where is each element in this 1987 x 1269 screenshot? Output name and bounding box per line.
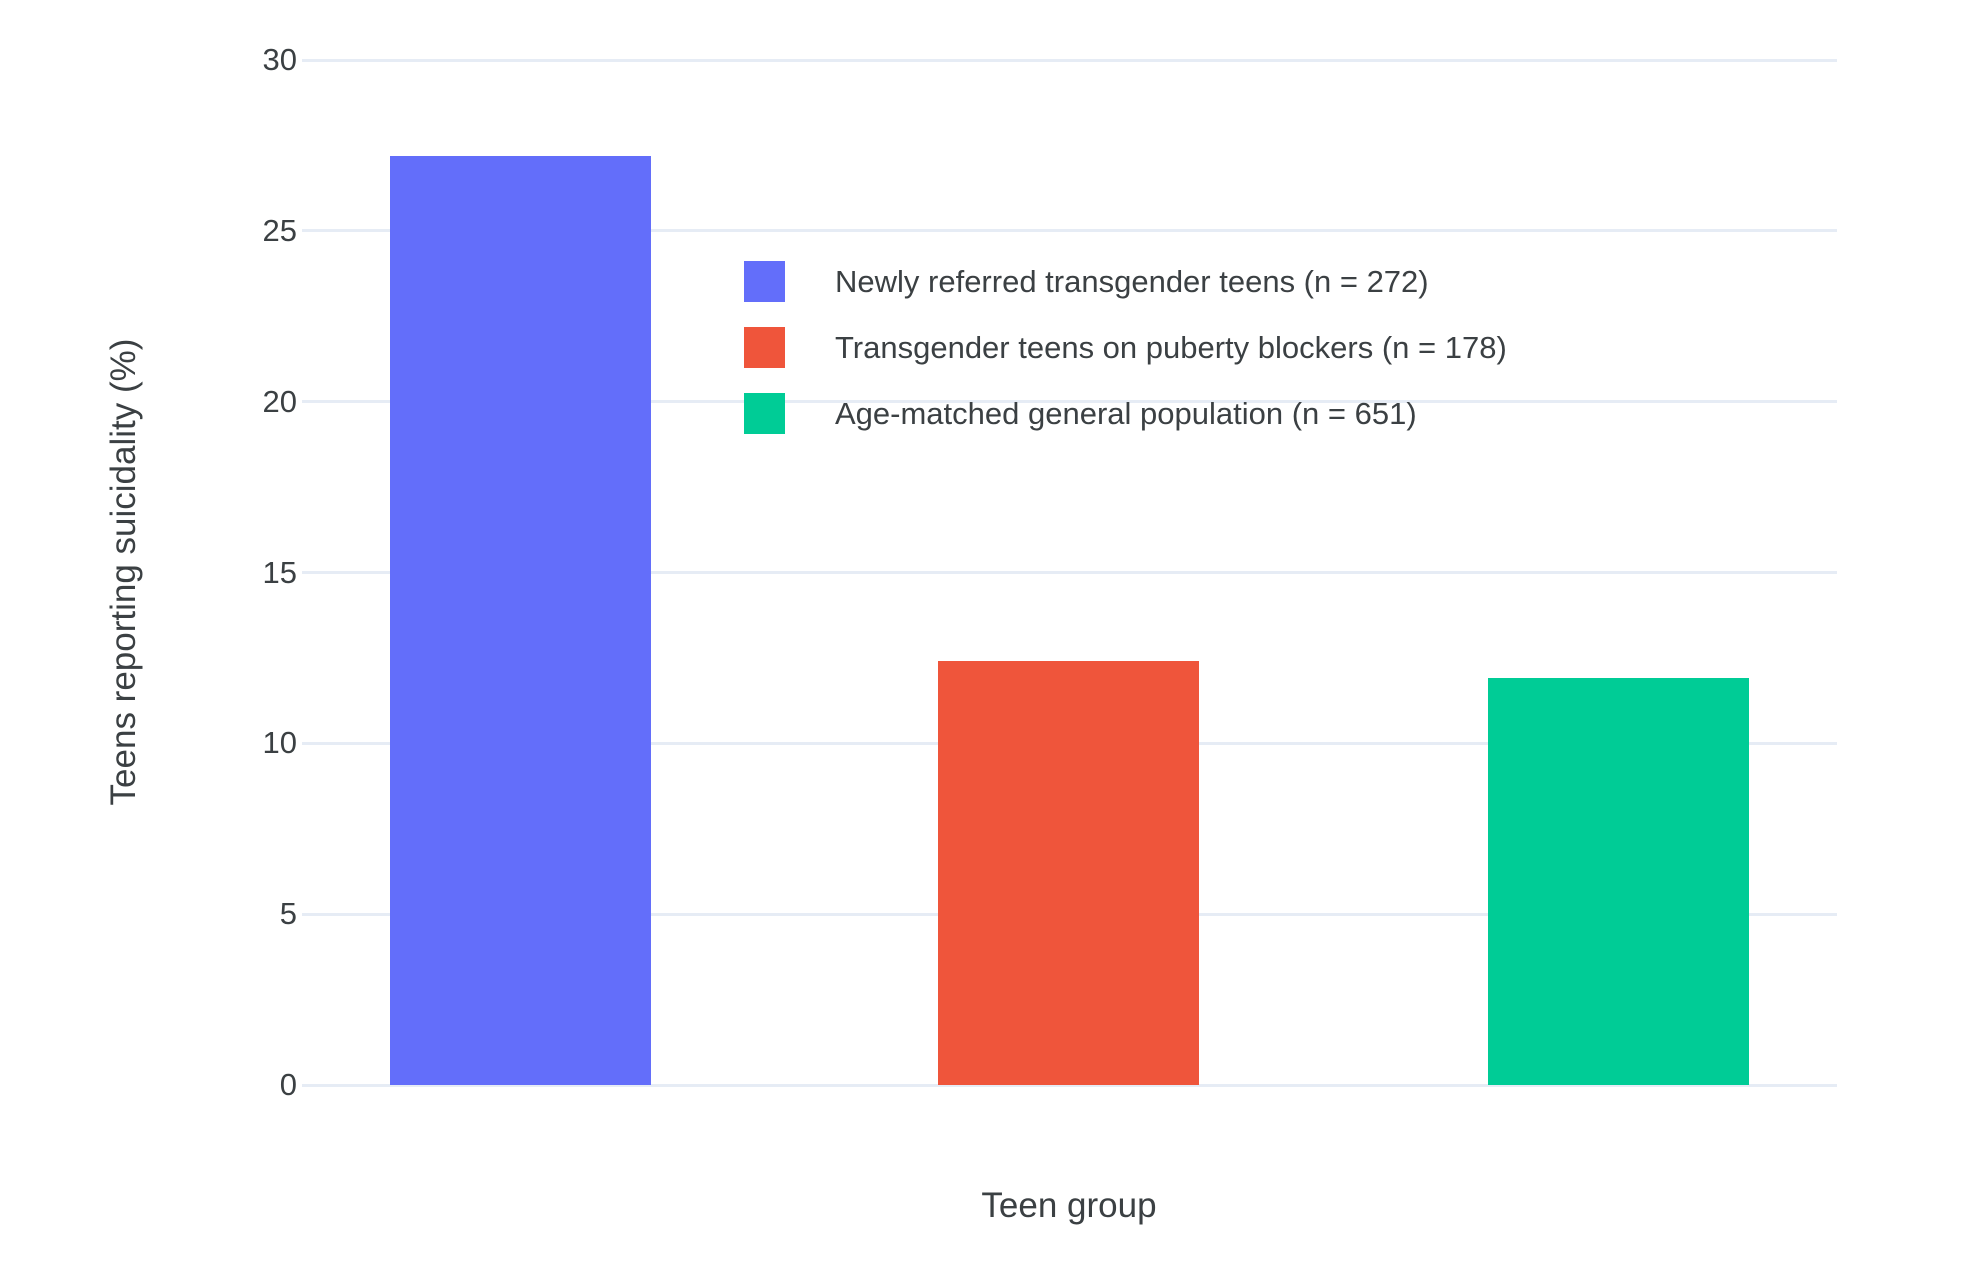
plot-area: Newly referred transgender teens (n = 27… <box>302 58 1837 1087</box>
bar-0[interactable] <box>390 155 651 1085</box>
legend-swatch-icon <box>744 261 785 302</box>
legend-swatch-icon <box>744 393 785 434</box>
legend-item-0[interactable]: Newly referred transgender teens (n = 27… <box>744 261 1507 302</box>
legend-label: Transgender teens on puberty blockers (n… <box>835 329 1507 365</box>
y-tick-label-10: 10 <box>262 725 297 761</box>
legend-label: Age-matched general population (n = 651) <box>835 395 1417 431</box>
y-tick-label-20: 20 <box>262 383 297 419</box>
legend-swatch-icon <box>744 327 785 368</box>
bar-2[interactable] <box>1487 678 1749 1085</box>
gridline-y-15 <box>302 571 1837 574</box>
y-tick-label-0: 0 <box>279 1067 297 1102</box>
y-tick-label-25: 25 <box>262 212 297 248</box>
y-tick-label-15: 15 <box>262 554 297 590</box>
y-axis-title: Teens reporting suicidality (%) <box>104 338 143 806</box>
bar-1[interactable] <box>937 661 1199 1085</box>
y-tick-label-5: 5 <box>279 896 297 932</box>
y-tick-label-30: 30 <box>262 42 297 77</box>
x-axis-title: Teen group <box>981 1186 1157 1225</box>
legend-item-2[interactable]: Age-matched general population (n = 651) <box>744 393 1507 434</box>
gridline-y-0 <box>302 1083 1837 1087</box>
legend-label: Newly referred transgender teens (n = 27… <box>835 263 1429 299</box>
gridline-y-20 <box>302 400 1837 404</box>
gridline-y-30 <box>302 58 1837 62</box>
legend: Newly referred transgender teens (n = 27… <box>744 261 1507 459</box>
gridline-y-25 <box>302 229 1837 233</box>
legend-item-1[interactable]: Transgender teens on puberty blockers (n… <box>744 327 1507 368</box>
